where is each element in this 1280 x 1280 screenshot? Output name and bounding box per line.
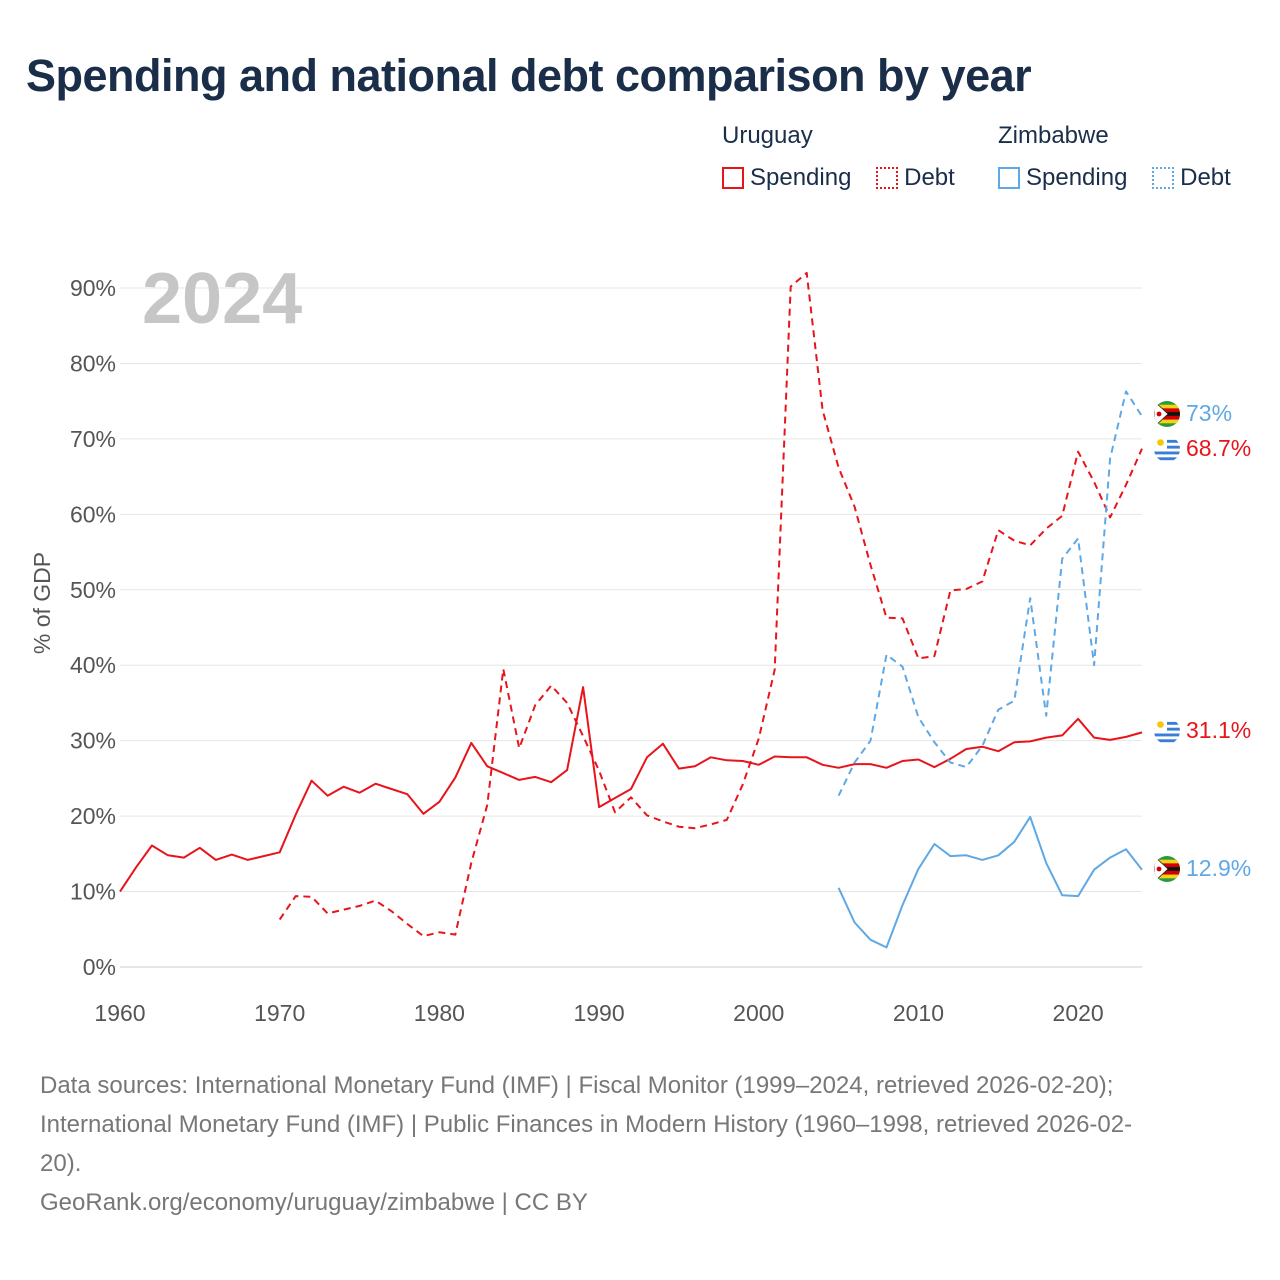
- chart-title: Spending and national debt comparison by…: [26, 50, 1032, 101]
- y-tick-label: 30%: [70, 728, 116, 754]
- legend-swatch-dotted: [1152, 167, 1175, 189]
- legend-group-title: Uruguay: [722, 122, 813, 149]
- x-tick-label: 1970: [254, 1000, 305, 1026]
- legend-group-title: Zimbabwe: [998, 122, 1109, 149]
- series-line-uruguay-spending: [119, 686, 1143, 893]
- zimbabwe-flag-icon: [1154, 856, 1180, 882]
- x-tick-label: 2020: [1053, 1000, 1104, 1026]
- source-line: International Monetary Fund (IMF) | Publ…: [40, 1111, 1133, 1138]
- uruguay-flag-icon: [1154, 436, 1180, 462]
- end-label-zimbabwe-spending: 12.9%: [1186, 855, 1251, 881]
- y-tick-label: 10%: [70, 879, 116, 905]
- legend-uruguay: Uruguay Spending Debt: [722, 122, 973, 196]
- legend-label: Debt: [1180, 164, 1231, 191]
- legend-label: Spending: [750, 164, 852, 191]
- x-tick-label: 1990: [573, 1000, 624, 1026]
- year-watermark: 2024: [142, 259, 302, 339]
- y-tick-label: 70%: [70, 426, 116, 452]
- legend-label: Debt: [904, 164, 955, 191]
- end-label-zimbabwe-debt: 73%: [1186, 400, 1232, 426]
- y-tick-label: 60%: [70, 501, 116, 527]
- uruguay-flag-icon: [1154, 718, 1180, 744]
- y-tick-label: 50%: [70, 577, 116, 603]
- legend-item-zimbabwe-spending[interactable]: Spending: [998, 164, 1127, 192]
- x-tick-label: 1980: [414, 1000, 465, 1026]
- y-tick-label: 40%: [70, 652, 116, 678]
- source-site-link[interactable]: GeoRank.org/economy/uruguay/zimbabwe | C…: [40, 1189, 588, 1216]
- y-tick-label: 80%: [70, 350, 116, 376]
- series-line-uruguay-debt: [278, 271, 1143, 938]
- legend-item-zimbabwe-debt[interactable]: Debt: [1152, 164, 1231, 192]
- end-label-uruguay-debt: 68.7%: [1186, 435, 1251, 461]
- y-tick-label: 0%: [83, 954, 116, 980]
- x-tick-label: 1960: [94, 1000, 145, 1026]
- legend-zimbabwe: Zimbabwe Spending Debt: [998, 122, 1249, 196]
- legend-swatch-dotted: [876, 167, 899, 189]
- series-line-zimbabwe-debt: [837, 390, 1143, 797]
- legend-swatch-solid: [722, 167, 744, 189]
- series-line-zimbabwe-spending: [837, 815, 1143, 949]
- legend-item-uruguay-debt[interactable]: Debt: [876, 164, 955, 192]
- legend-label: Spending: [1026, 164, 1128, 191]
- end-label-uruguay-spending: 31.1%: [1186, 717, 1251, 743]
- zimbabwe-flag-icon: [1154, 401, 1180, 427]
- y-axis-label: % of GDP: [29, 552, 55, 654]
- x-tick-label: 2010: [893, 1000, 944, 1026]
- legend-item-uruguay-spending[interactable]: Spending: [722, 164, 851, 192]
- y-tick-label: 90%: [70, 275, 116, 301]
- y-tick-label: 20%: [70, 803, 116, 829]
- data-sources: Data sources: International Monetary Fun…: [40, 1066, 1240, 1222]
- legend-swatch-solid: [998, 167, 1020, 189]
- x-tick-label: 2000: [733, 1000, 784, 1026]
- source-line: 20).: [40, 1150, 82, 1177]
- source-line: Data sources: International Monetary Fun…: [40, 1072, 1114, 1099]
